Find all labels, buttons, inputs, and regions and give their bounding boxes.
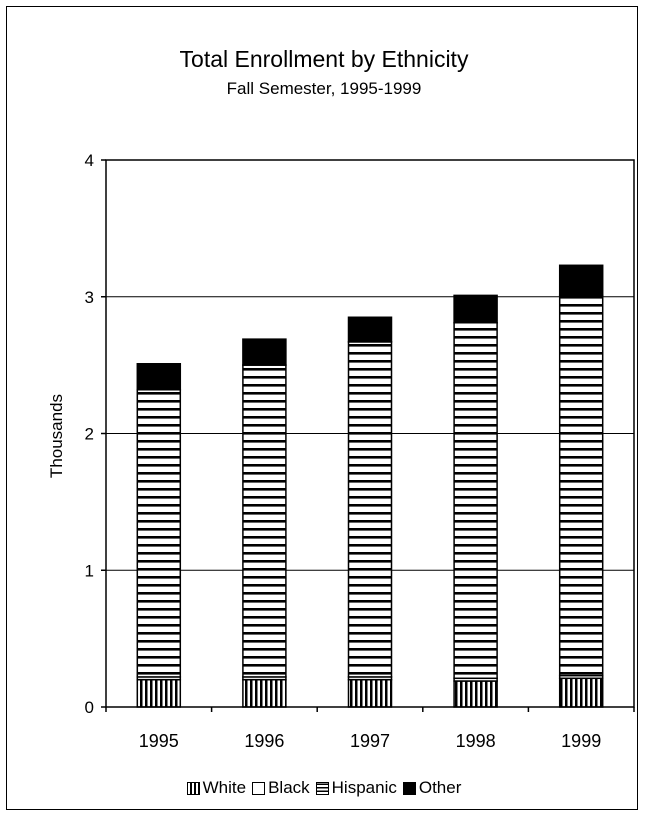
bar-white-1995 [136,678,182,708]
y-tick-label: 2 [85,425,94,444]
x-tick-label: 1996 [244,731,284,751]
bars [136,264,604,708]
bar-other-1995 [136,363,182,391]
chart-title: Total Enrollment by Ethnicity [179,46,469,72]
legend-swatch-hispanic [315,781,329,795]
y-tick-label: 1 [85,561,94,580]
legend-item-black: Black [252,778,310,798]
x-tick-label: 1995 [139,731,179,751]
x-tick-label: 1997 [350,731,390,751]
legend-item-other: Other [402,778,462,798]
legend: White Black Hispanic Other [0,778,648,798]
axes: 0 1 2 3 4 1995 1996 1997 1998 1999 [85,151,635,751]
bar-white-1999 [558,677,604,708]
bar-white-1996 [242,678,287,708]
bar-other-1999 [558,264,604,297]
bar-other-1996 [242,338,287,366]
bar-hispanic-1999 [558,294,604,677]
bar-hispanic-1997 [347,341,393,678]
y-tick-label: 3 [85,288,94,307]
legend-swatch-black [252,781,266,795]
bar-hispanic-1996 [242,364,287,678]
x-tick-label: 1999 [561,731,601,751]
y-tick-label: 4 [85,151,94,170]
bar-hispanic-1998 [453,321,498,680]
legend-label-other: Other [418,778,462,797]
legend-label-white: White [202,778,247,797]
plot-area-border [105,159,635,708]
chart-frame [6,6,638,810]
bar-other-1997 [347,316,393,343]
bar-other-1998 [453,294,498,324]
x-tick-label: 1998 [456,731,496,751]
bar-white-1997 [347,678,393,708]
bar-white-1998 [453,680,498,708]
legend-label-black: Black [268,778,310,797]
y-tick-label: 0 [85,698,94,717]
legend-item-hispanic: Hispanic [315,778,397,798]
legend-swatch-white [186,781,200,795]
legend-label-hispanic: Hispanic [331,778,397,797]
legend-swatch-other [402,781,416,795]
legend-item-white: White [186,778,247,798]
bar-hispanic-1995 [136,388,182,678]
chart-subtitle: Fall Semester, 1995-1999 [226,79,422,98]
